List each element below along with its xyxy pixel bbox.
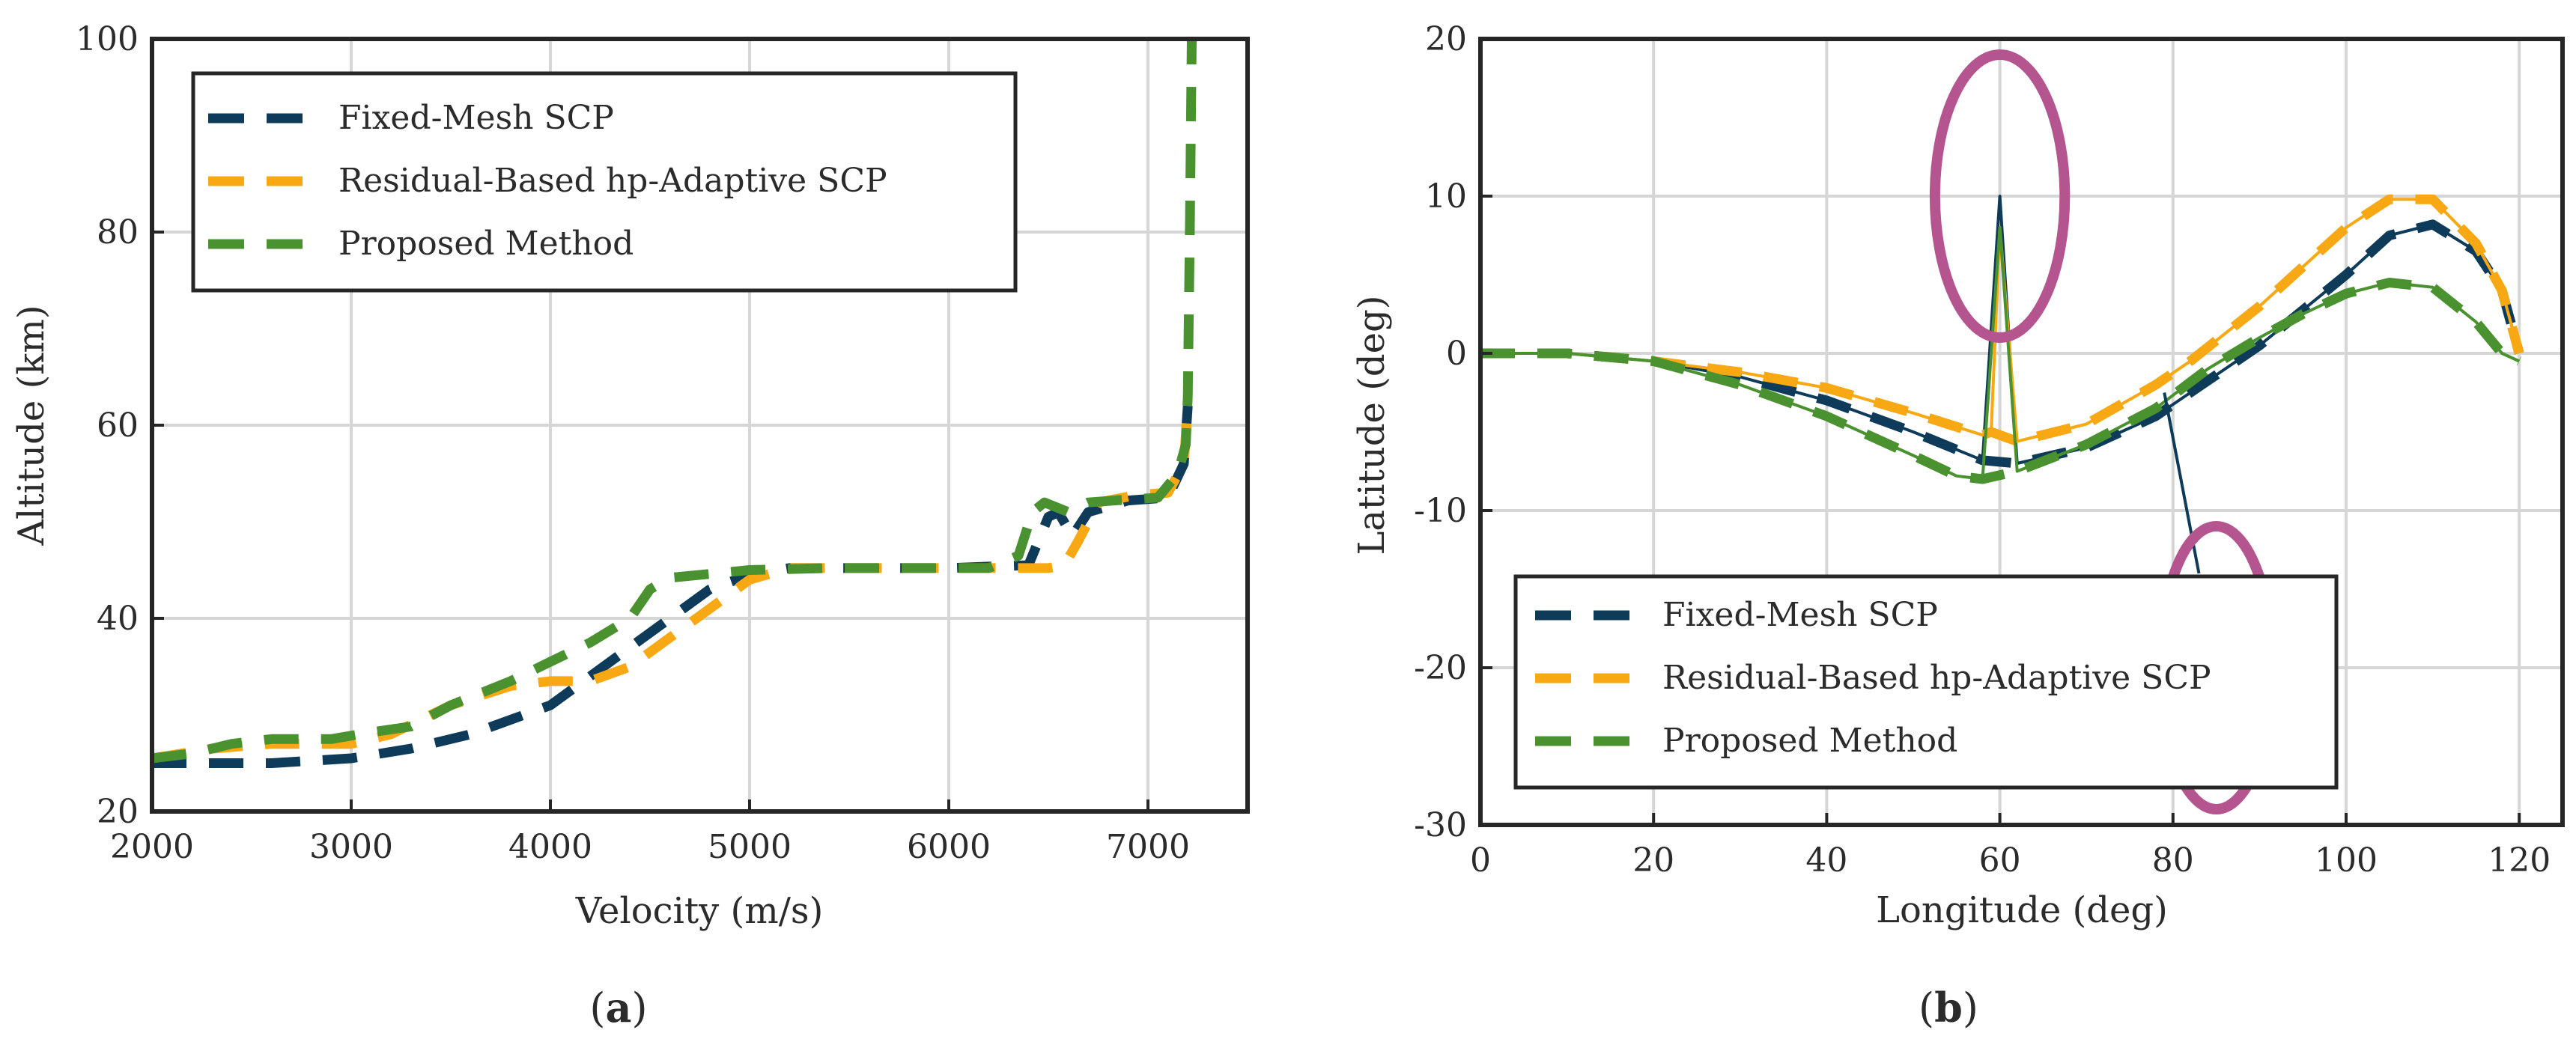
a-ytick-label: 40 (97, 600, 139, 638)
chart-a-legend-box (191, 71, 1018, 293)
chart-a-legend: Fixed-Mesh SCP Residual-Based hp-Adaptiv… (191, 71, 1018, 293)
b-xtick-label: 100 (2315, 841, 2378, 880)
b-xtick-label: 120 (2488, 841, 2551, 880)
chart-velocity-altitude: 2000 3000 4000 5000 6000 7000 20 40 60 80 100 Velo… (10, 20, 1250, 1032)
b-xtick-label: 40 (1805, 841, 1847, 880)
chart-a-legend-label-fixed: Fixed-Mesh SCP (338, 99, 614, 137)
a-xtick-label: 7000 (1106, 828, 1190, 866)
a-series-fixed (152, 405, 1193, 768)
chart-b-series (1480, 194, 2524, 574)
chart-b-legend: Fixed-Mesh SCP Residual-Based hp-Adaptiv… (1513, 574, 2339, 790)
chart-a-caption: (a) (589, 984, 647, 1032)
b-highlight-ellipse (1929, 49, 2071, 343)
b-xtick-label: 60 (1979, 841, 2021, 880)
b-xtick-label: 0 (1470, 841, 1491, 880)
chart-a-xlabel: Velocity (m/s) (575, 890, 824, 932)
a-series-proposed (151, 38, 1197, 764)
chart-b-ticks: 0 20 40 60 80 100 120 -30 -20 -10 0 10 20 (1414, 20, 2551, 880)
a-series-residual (151, 405, 1193, 764)
a-ytick-label: 80 (97, 213, 139, 252)
b-ytick-label: -10 (1414, 492, 1467, 530)
chart-longitude-latitude: 0 20 40 60 80 100 120 -30 -20 -10 0 10 20 Longitude … (1351, 20, 2565, 1032)
a-ytick-label: 20 (97, 793, 139, 831)
a-xtick-label: 5000 (708, 828, 792, 866)
chart-a-ylabel: Altitude (km) (10, 305, 52, 546)
b-ytick-label: 10 (1425, 177, 1467, 216)
chart-a-legend-label-residual: Residual-Based hp-Adaptive SCP (338, 162, 887, 200)
a-xtick-label: 2000 (110, 828, 194, 866)
chart-a-legend-label-proposed: Proposed Method (338, 225, 634, 263)
b-ytick-label: 20 (1425, 20, 1467, 58)
b-xtick-label: 80 (2152, 841, 2194, 880)
chart-b-legend-box (1513, 574, 2339, 790)
chart-b-caption: (b) (1919, 984, 1978, 1032)
chart-b-legend-label-residual: Residual-Based hp-Adaptive SCP (1662, 659, 2211, 697)
a-xtick-label: 4000 (508, 828, 592, 866)
b-series-residual (1480, 194, 2524, 447)
chart-a-series (151, 38, 1197, 768)
chart-a-ticks: 2000 3000 4000 5000 6000 7000 20 40 60 80 100 (76, 20, 1190, 866)
a-xtick-label: 3000 (309, 828, 393, 866)
a-ytick-label: 100 (76, 20, 139, 58)
b-ytick-label: -30 (1414, 806, 1467, 844)
b-ytick-label: 0 (1446, 335, 1467, 373)
chart-b-xlabel: Longitude (deg) (1876, 889, 2168, 931)
a-xtick-label: 6000 (907, 828, 991, 866)
chart-b-ylabel: Latitude (deg) (1351, 295, 1393, 555)
chart-b-legend-label-proposed: Proposed Method (1662, 722, 1957, 760)
chart-b-frame (1478, 37, 2565, 827)
b-ytick-label: -20 (1414, 649, 1467, 687)
b-xtick-label: 20 (1632, 841, 1674, 880)
a-ytick-label: 60 (97, 406, 139, 445)
chart-b-legend-label-fixed: Fixed-Mesh SCP (1662, 596, 1938, 634)
